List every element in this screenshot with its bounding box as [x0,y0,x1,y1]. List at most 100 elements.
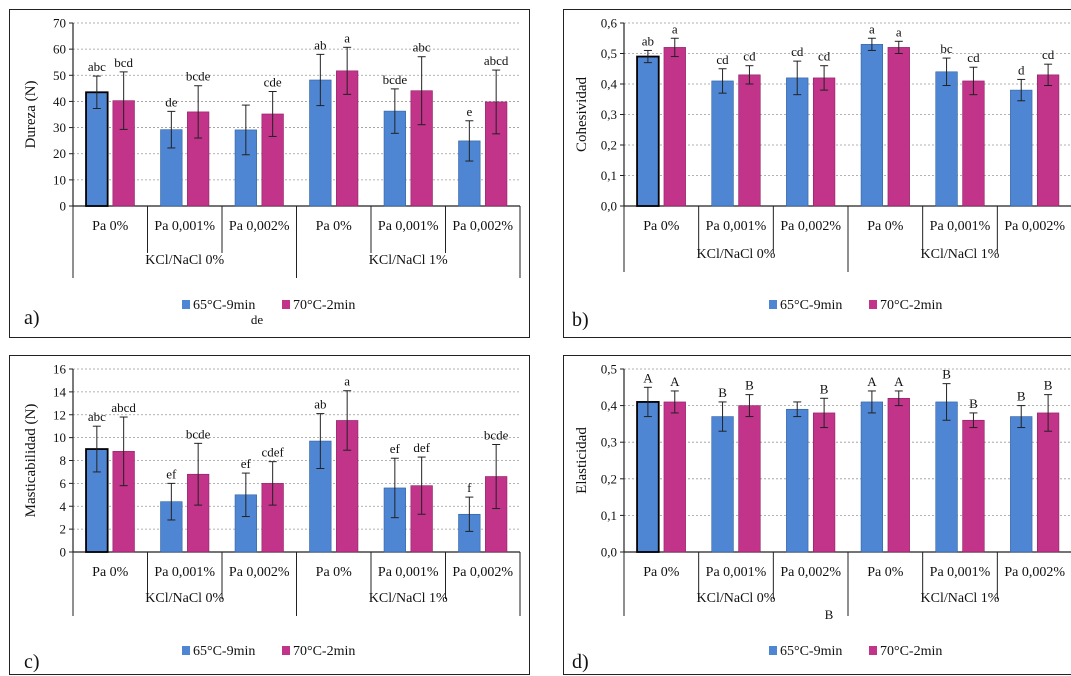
significance-letter: ab [314,397,326,412]
legend-swatch [282,646,290,655]
legend-swatch [182,646,190,655]
category-label: Pa 0,001% [378,219,439,234]
y-tick-label: 16 [53,362,67,377]
category-label: Pa 0,001% [706,219,767,234]
y-tick-label: 50 [53,68,66,83]
panel-c-masticabilidad: 0 2 4 6 8 10 12 14 16 Masticabilidad (N) Pa 0% Pa 0… [9,355,530,675]
category-label: Pa 0,001% [154,219,215,234]
chart-dureza: 0 10 20 30 40 50 60 70 Dureza (N) Pa 0% Pa 0,001% P… [23,16,521,329]
significance-letter: abc [413,40,431,55]
y-tick-label: 0 [60,199,67,214]
panel-label: c) [24,651,40,673]
category-label: Pa 0,002% [780,219,841,234]
significance-letter: cd [818,49,831,64]
significance-letter: def [413,440,430,455]
category-label: Pa 0,002% [229,565,290,580]
panel-label: d) [572,651,589,673]
significance-letter: a [672,21,678,36]
significance-letter: abcd [484,53,509,68]
y-axis-label: Masticabilidad (N) [23,404,39,518]
significance-letter: ef [241,456,252,471]
significance-letter: bcde [484,427,509,442]
stray-letter: de [251,312,264,327]
bar [711,416,734,553]
y-axis-label: Dureza (N) [23,81,39,149]
y-tick-label: 60 [53,42,66,57]
significance-letter: a [344,374,350,389]
bar [935,71,958,207]
y-tick-label: 6 [60,476,67,491]
significance-letter: cd [716,52,729,67]
category-label: Pa 0,002% [1004,219,1065,234]
y-tick-label: 0,1 [601,168,617,183]
category-label: Pa 0,001% [154,565,215,580]
category-label: Pa 0% [92,219,129,234]
stray-letter: B [825,607,834,622]
y-tick-label: 0 [60,545,67,560]
significance-letter: B [1044,378,1053,393]
significance-letter: d [1018,62,1025,77]
category-label: Pa 0,001% [930,565,991,580]
significance-letter: bcde [186,426,211,441]
bar [935,401,958,553]
y-axis-label: Elasticidad [574,427,590,494]
group-label: KCl/NaCl 0% [697,247,776,262]
significance-letter: ab [642,33,654,48]
y-tick-label: 40 [53,94,66,109]
bar [1036,412,1060,553]
category-label: Pa 0,002% [229,219,290,234]
significance-letter: A [867,374,877,389]
significance-letter: cde [264,74,282,89]
significance-letter: f [467,480,472,495]
significance-letter: B [820,381,829,396]
significance-letter: bcde [383,72,408,87]
bar [786,408,809,553]
category-label: Pa 0,001% [930,219,991,234]
legend-label: 70°C-2min [880,298,942,313]
y-tick-label: 14 [53,384,67,399]
y-tick-label: 10 [53,430,66,445]
y-tick-label: 0,0 [601,199,617,214]
y-tick-label: 0,4 [601,398,618,413]
y-tick-label: 0,2 [601,471,617,486]
legend-swatch [282,300,290,309]
legend-swatch [869,300,877,309]
bar [663,47,686,207]
y-axis-label: Cohesividad [574,77,590,152]
significance-letter: B [1017,389,1026,404]
significance-letter: ef [166,466,177,481]
y-tick-label: 0,3 [601,435,617,450]
bar [812,77,836,207]
bar [738,405,761,553]
bar [1010,416,1033,553]
significance-letter: bcde [186,69,211,84]
category-label: Pa 0% [643,219,680,234]
y-tick-label: 0,2 [601,138,617,153]
group-label: KCl/NaCl 1% [921,247,1000,262]
y-tick-label: 0,0 [601,545,617,560]
significance-letter: A [894,374,904,389]
category-label: Pa 0,002% [452,565,513,580]
panel-d-elasticidad: 0,0 0,1 0,2 0,3 0,4 0,5 Elasticidad Pa 0% Pa 0,0… [563,355,1071,675]
significance-letter: a [896,24,902,39]
significance-letter: ab [314,37,326,52]
y-tick-label: 0,5 [601,46,617,61]
category-label: Pa 0% [867,565,904,580]
legend-label: 70°C-2min [880,644,942,659]
significance-letter: bcd [114,55,133,70]
y-tick-label: 0,4 [601,77,618,92]
y-tick-label: 4 [60,499,67,514]
y-tick-label: 0,5 [601,362,617,377]
significance-letter: B [718,385,727,400]
bar [887,47,910,207]
group-label: KCl/NaCl 1% [369,591,448,606]
group-label: KCl/NaCl 0% [145,591,224,606]
bar [1036,74,1060,207]
bar [962,419,985,553]
bar [860,401,884,553]
category-label: Pa 0% [316,565,353,580]
y-tick-label: 30 [53,120,66,135]
bar [812,412,836,553]
category-label: Pa 0% [867,219,904,234]
significance-letter: e [466,104,472,119]
